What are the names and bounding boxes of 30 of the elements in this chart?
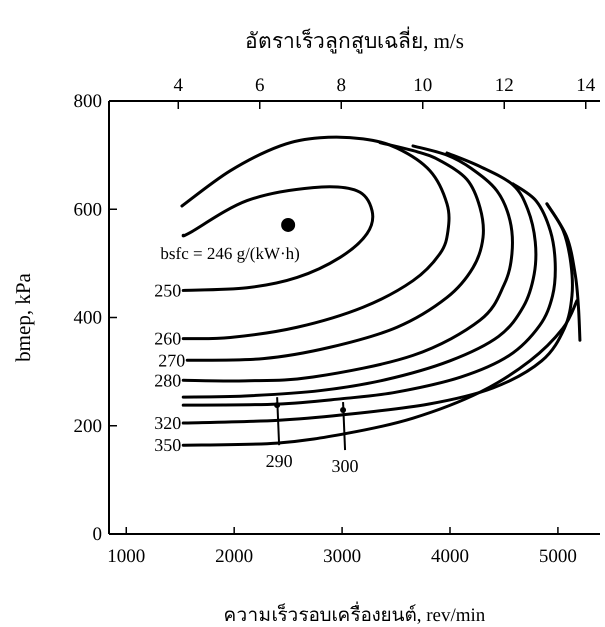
annotation: bsfc = 246 g/(kW·h) bbox=[160, 244, 300, 263]
x2-tick-label: 12 bbox=[494, 75, 514, 96]
annotation: 300 bbox=[332, 402, 359, 476]
annotation: 260 bbox=[154, 328, 182, 349]
x-tick-label: 3000 bbox=[323, 546, 362, 567]
annotation: 290 bbox=[266, 451, 293, 472]
x2-tick-label: 14 bbox=[576, 75, 596, 96]
annotation: 270 bbox=[158, 350, 186, 370]
x-tick-label: 5000 bbox=[538, 546, 577, 567]
y-tick-label: 400 bbox=[74, 308, 102, 328]
x2-tick-label: 10 bbox=[413, 75, 432, 96]
y-axis-title: bmep, kPa bbox=[11, 272, 35, 362]
y-tick-label: 600 bbox=[74, 199, 102, 220]
annotation: 250 bbox=[154, 280, 182, 300]
x2-tick-label: 6 bbox=[255, 75, 265, 96]
x2-tick-label: 4 bbox=[174, 75, 184, 96]
annotation: 280 bbox=[154, 370, 182, 390]
y-tick-label: 200 bbox=[74, 416, 102, 437]
y-tick-label: 800 bbox=[74, 91, 102, 112]
annotation: 300 bbox=[332, 456, 359, 476]
annotation: 290 bbox=[266, 397, 293, 472]
y-tick-label: 0 bbox=[92, 524, 102, 545]
x2-axis-title: อัตราเร็วลูกสูบเฉลี่ย, m/s bbox=[245, 26, 464, 54]
x-axis-title: ความเร็วรอบเครื่องยนต์, rev/min bbox=[224, 601, 486, 626]
x-tick-label: 1000 bbox=[107, 546, 146, 567]
x-tick-label: 4000 bbox=[431, 546, 469, 567]
annotation: 350 bbox=[154, 435, 182, 456]
annotation: 320 bbox=[154, 413, 182, 434]
x2-tick-label: 8 bbox=[336, 75, 346, 96]
x-tick-label: 2000 bbox=[215, 546, 254, 567]
